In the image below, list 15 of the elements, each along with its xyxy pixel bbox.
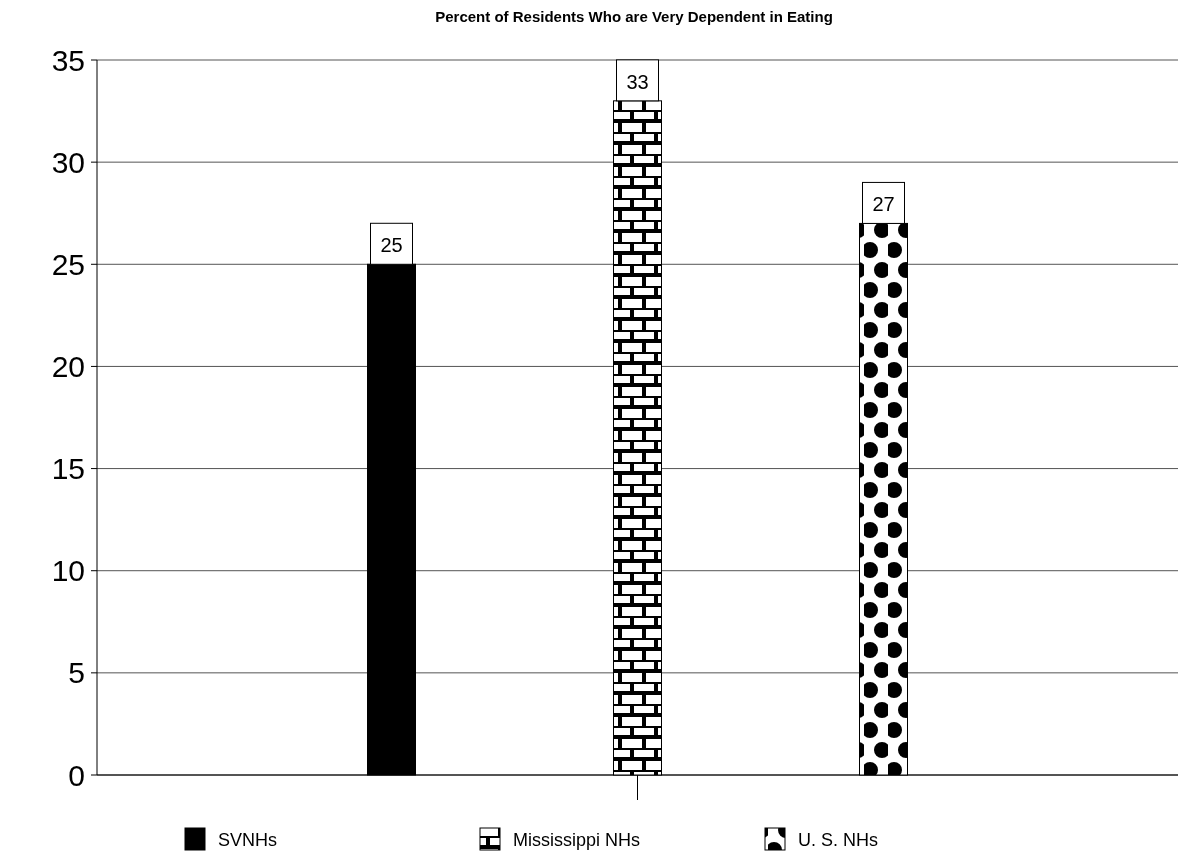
legend-label: Mississippi NHs — [513, 830, 641, 850]
legend-label: SVNHs — [218, 830, 278, 850]
y-tick-label: 30 — [51, 145, 85, 179]
y-tick-label: 10 — [51, 554, 85, 588]
y-tick-label: 35 — [51, 43, 85, 77]
y-tick-label: 20 — [51, 349, 85, 383]
y-tick-label: 0 — [68, 758, 85, 792]
data-label: 27 — [872, 193, 895, 216]
chart-title: Percent of Residents Who are Very Dependent in Eating — [435, 8, 833, 25]
y-tick-label: 15 — [51, 452, 85, 486]
data-label: 33 — [626, 70, 649, 93]
data-label: 25 — [380, 234, 403, 257]
y-tick-label: 25 — [51, 247, 85, 281]
y-tick-label: 5 — [68, 656, 85, 690]
legend-label: U. S. NHs — [798, 830, 879, 850]
